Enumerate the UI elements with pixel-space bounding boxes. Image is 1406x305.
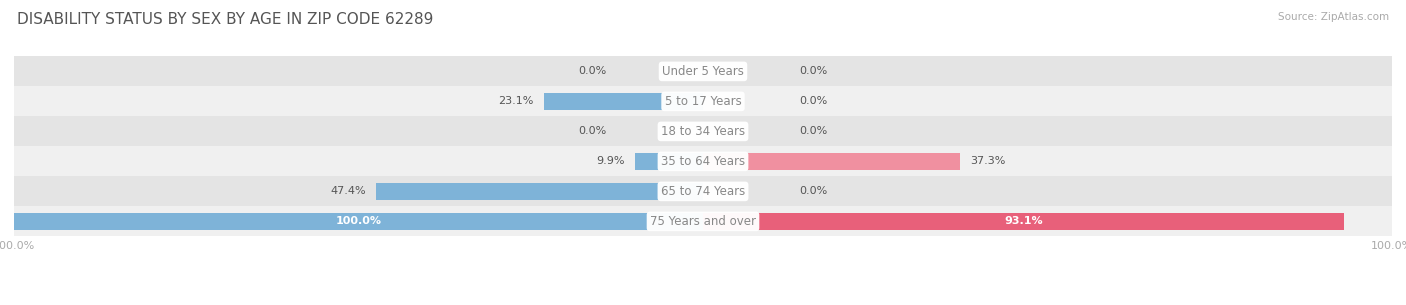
Text: 35 to 64 Years: 35 to 64 Years bbox=[661, 155, 745, 168]
Text: 37.3%: 37.3% bbox=[970, 156, 1005, 167]
Bar bbox=[634, 153, 703, 170]
Text: 0.0%: 0.0% bbox=[578, 66, 606, 76]
Bar bbox=[14, 86, 1392, 117]
Bar bbox=[703, 153, 960, 170]
Text: 9.9%: 9.9% bbox=[596, 156, 624, 167]
Text: 65 to 74 Years: 65 to 74 Years bbox=[661, 185, 745, 198]
Text: 0.0%: 0.0% bbox=[578, 126, 606, 136]
Bar bbox=[14, 176, 1392, 206]
Text: 47.4%: 47.4% bbox=[330, 186, 366, 196]
Text: 100.0%: 100.0% bbox=[336, 217, 381, 226]
Text: 93.1%: 93.1% bbox=[1004, 217, 1043, 226]
Text: 75 Years and over: 75 Years and over bbox=[650, 215, 756, 228]
Bar bbox=[14, 146, 1392, 176]
Bar bbox=[14, 56, 1392, 86]
Text: DISABILITY STATUS BY SEX BY AGE IN ZIP CODE 62289: DISABILITY STATUS BY SEX BY AGE IN ZIP C… bbox=[17, 12, 433, 27]
Bar bbox=[14, 117, 1392, 146]
Bar bbox=[544, 93, 703, 110]
Bar bbox=[14, 213, 703, 230]
Text: 23.1%: 23.1% bbox=[498, 96, 533, 106]
Text: Under 5 Years: Under 5 Years bbox=[662, 65, 744, 78]
Text: 0.0%: 0.0% bbox=[800, 96, 828, 106]
Bar bbox=[703, 213, 1344, 230]
Text: 0.0%: 0.0% bbox=[800, 186, 828, 196]
Bar bbox=[14, 206, 1392, 236]
Text: 5 to 17 Years: 5 to 17 Years bbox=[665, 95, 741, 108]
Text: Source: ZipAtlas.com: Source: ZipAtlas.com bbox=[1278, 12, 1389, 22]
Text: 0.0%: 0.0% bbox=[800, 66, 828, 76]
Text: 18 to 34 Years: 18 to 34 Years bbox=[661, 125, 745, 138]
Text: 0.0%: 0.0% bbox=[800, 126, 828, 136]
Bar bbox=[377, 183, 703, 200]
